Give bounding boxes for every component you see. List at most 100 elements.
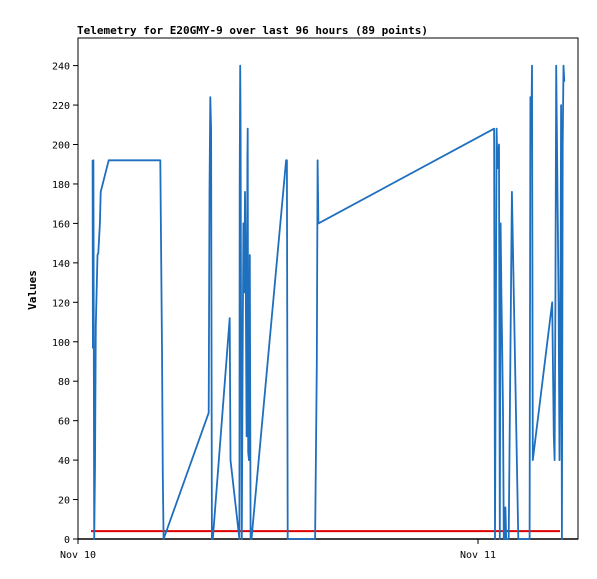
y-tick-label: 40 <box>58 456 70 467</box>
data-point <box>531 65 533 67</box>
data-point <box>562 65 565 67</box>
x-tick-label: Nov 10 <box>60 550 96 561</box>
y-tick-label: 160 <box>52 219 70 230</box>
series-line <box>91 64 566 540</box>
data-point <box>94 467 96 469</box>
data-point <box>163 538 165 540</box>
data-point <box>496 167 498 169</box>
data-point <box>99 222 101 224</box>
chart-title: Telemetry for E20GMY-9 over last 96 hour… <box>77 24 428 37</box>
y-tick-label: 80 <box>58 377 70 388</box>
data-point <box>212 538 214 540</box>
data-point <box>240 301 242 303</box>
data-point <box>243 291 245 293</box>
data-point <box>562 143 564 146</box>
data-point <box>286 159 288 161</box>
data-point <box>563 80 565 82</box>
data-point <box>517 538 519 540</box>
data-point <box>317 222 319 224</box>
y-tick-label: 240 <box>52 62 70 73</box>
data-point <box>500 293 502 295</box>
data-point <box>511 191 513 193</box>
data-point <box>159 159 161 161</box>
data-point <box>250 538 252 540</box>
data-point <box>560 104 562 106</box>
data-point <box>162 475 164 477</box>
data-point <box>316 364 318 366</box>
data-point <box>498 143 500 146</box>
data-point <box>211 538 213 540</box>
data-point <box>495 333 497 335</box>
x-tick-label: Nov 11 <box>460 550 496 561</box>
data-point <box>100 191 102 193</box>
data-point <box>247 128 249 130</box>
y-axis-ticks: 0 20 40 60 80 100 120 140 160 180 200 220 240 <box>52 62 78 546</box>
data-point <box>504 538 506 540</box>
data-point <box>501 349 503 351</box>
y-tick-label: 220 <box>52 101 70 112</box>
x-axis-ticks: Nov 10 Nov 11 <box>60 539 496 561</box>
data-point <box>529 96 532 98</box>
data-point <box>250 538 253 540</box>
data-point <box>551 301 553 303</box>
data-point <box>229 317 231 319</box>
data-point <box>96 254 99 256</box>
data-point <box>242 364 244 366</box>
data-point <box>557 222 559 224</box>
data-point <box>108 159 110 161</box>
data-point <box>247 451 249 453</box>
series-lines <box>78 64 578 540</box>
data-point <box>561 538 563 540</box>
y-axis-label: Values <box>26 270 39 310</box>
data-point <box>314 538 316 540</box>
y-tick-label: 100 <box>52 338 70 349</box>
data-point <box>246 159 248 161</box>
y-tick-label: 140 <box>52 259 70 270</box>
data-point <box>559 349 561 351</box>
data-point <box>161 349 163 351</box>
data-point <box>493 128 495 130</box>
data-point <box>494 538 496 540</box>
data-point <box>554 459 556 461</box>
data-point <box>508 538 510 540</box>
data-point <box>553 435 555 437</box>
data-point <box>239 183 241 185</box>
y-tick-label: 20 <box>58 496 70 507</box>
y-tick-label: 60 <box>58 417 70 428</box>
data-point <box>509 364 511 366</box>
data-point <box>532 459 534 461</box>
data-point <box>246 435 248 437</box>
data-point <box>239 65 241 67</box>
data-point <box>556 143 558 146</box>
data-point <box>240 128 242 130</box>
data-point <box>558 301 560 303</box>
data-point <box>499 538 501 540</box>
data-point <box>558 459 561 461</box>
y-tick-label: 200 <box>52 141 70 152</box>
data-point <box>92 347 94 349</box>
data-point <box>555 65 557 67</box>
data-point <box>244 191 246 193</box>
data-point <box>287 538 289 540</box>
data-point <box>242 222 244 224</box>
data-point <box>238 538 240 540</box>
data-point <box>248 459 250 461</box>
y-tick-label: 0 <box>64 535 70 546</box>
data-point <box>317 159 319 161</box>
data-point <box>504 506 506 508</box>
data-point <box>529 538 531 540</box>
data-point <box>97 252 99 254</box>
data-point <box>95 325 97 327</box>
data-point <box>506 538 508 540</box>
data-point <box>249 254 251 256</box>
y-tick-label: 120 <box>52 298 70 309</box>
data-point <box>245 291 247 293</box>
data-point <box>500 222 502 224</box>
data-point <box>93 538 95 540</box>
data-point <box>209 96 211 98</box>
data-point <box>210 128 212 130</box>
data-point <box>530 143 532 146</box>
y-tick-label: 180 <box>52 180 70 191</box>
data-point <box>208 191 211 193</box>
